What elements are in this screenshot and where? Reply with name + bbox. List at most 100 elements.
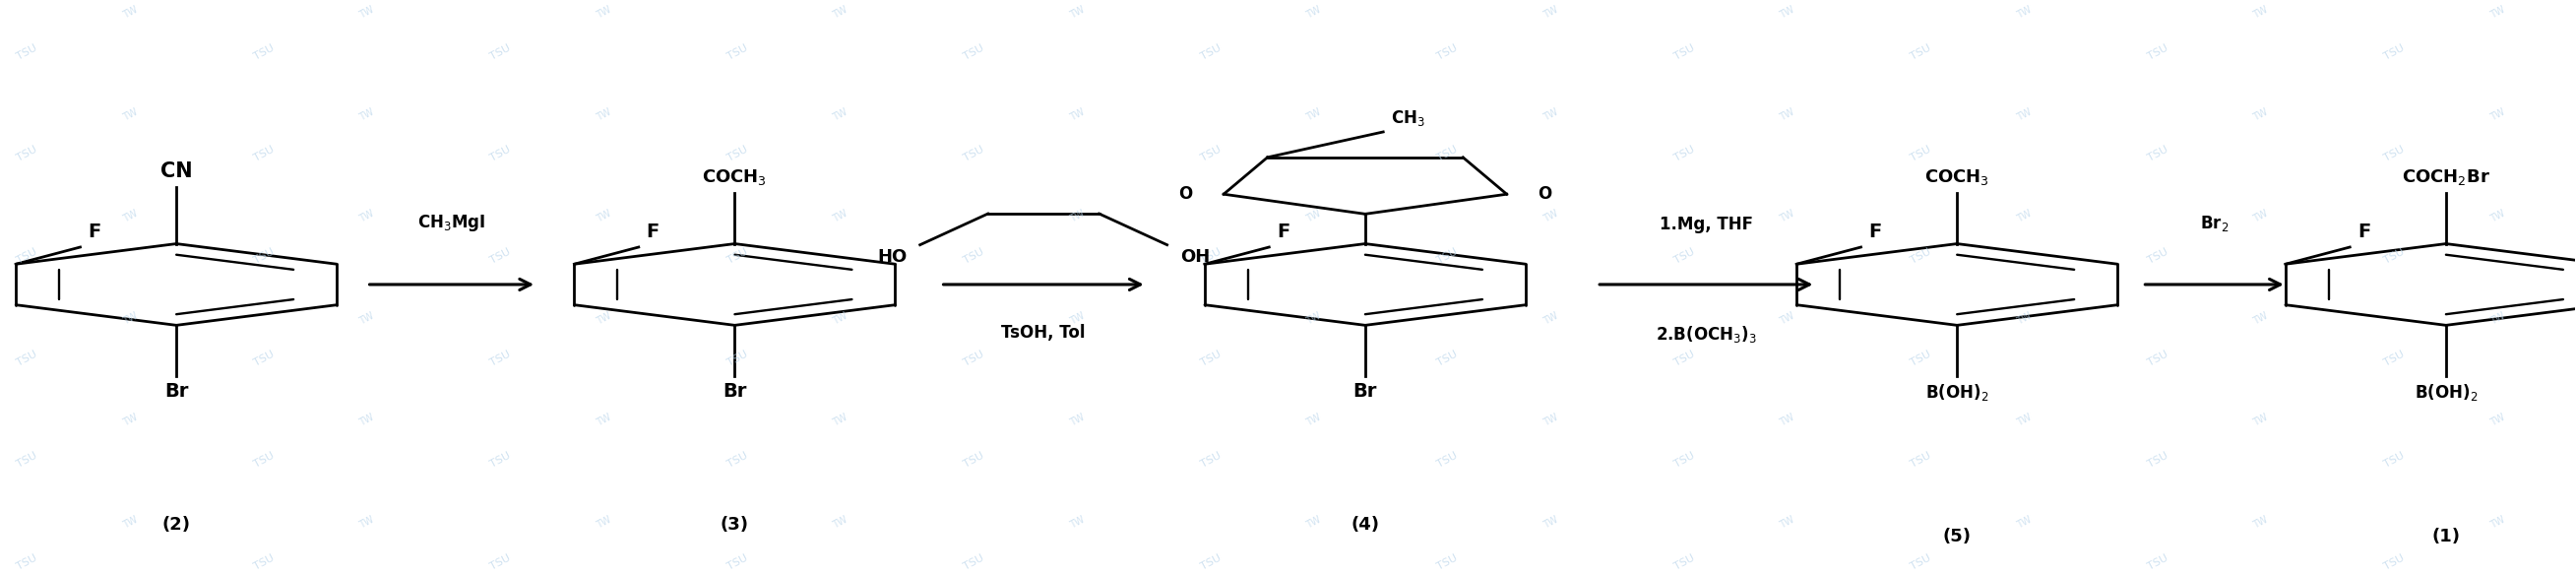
Text: TSU: TSU (15, 145, 39, 164)
Text: TSU: TSU (15, 247, 39, 266)
Text: TW: TW (2251, 413, 2269, 428)
Text: F: F (2357, 223, 2370, 242)
Text: TSU: TSU (2383, 553, 2406, 571)
Text: TSU: TSU (1435, 145, 1461, 164)
Text: TW: TW (1777, 5, 1795, 21)
Text: TSU: TSU (963, 348, 987, 367)
Text: TW: TW (358, 208, 376, 224)
Text: TW: TW (358, 5, 376, 21)
Text: TW: TW (595, 514, 613, 530)
Text: TSU: TSU (1909, 145, 1932, 164)
Text: TW: TW (1303, 208, 1324, 224)
Text: TSU: TSU (1909, 553, 1932, 571)
Text: TsOH, Tol: TsOH, Tol (1002, 324, 1084, 342)
Text: Br: Br (1352, 382, 1378, 401)
Text: TW: TW (595, 311, 613, 327)
Text: TW: TW (832, 514, 850, 530)
Text: TW: TW (2488, 5, 2506, 21)
Text: TSU: TSU (252, 43, 276, 62)
Text: TSU: TSU (252, 348, 276, 367)
Text: TSU: TSU (1198, 348, 1224, 367)
Text: HO: HO (878, 248, 907, 265)
Text: TW: TW (595, 413, 613, 428)
Text: TW: TW (832, 5, 850, 21)
Text: TW: TW (358, 311, 376, 327)
Text: (2): (2) (162, 516, 191, 534)
Text: TW: TW (2014, 514, 2032, 530)
Text: TSU: TSU (2383, 247, 2406, 266)
Text: TSU: TSU (726, 553, 750, 571)
Text: 1.Mg, THF: 1.Mg, THF (1659, 216, 1752, 234)
Text: TW: TW (1303, 413, 1324, 428)
Text: CH$_3$: CH$_3$ (1391, 108, 1425, 128)
Text: TSU: TSU (1909, 348, 1932, 367)
Text: (4): (4) (1350, 516, 1381, 534)
Text: TSU: TSU (1435, 451, 1461, 470)
Text: F: F (647, 223, 659, 242)
Text: TSU: TSU (963, 145, 987, 164)
Text: TSU: TSU (2146, 553, 2169, 571)
Text: Br: Br (165, 382, 188, 401)
Text: TSU: TSU (1435, 553, 1461, 571)
Text: TW: TW (1777, 311, 1795, 327)
Text: TW: TW (832, 208, 850, 224)
Text: TSU: TSU (252, 247, 276, 266)
Text: TW: TW (1777, 107, 1795, 122)
Text: TSU: TSU (963, 451, 987, 470)
Text: TW: TW (1777, 413, 1795, 428)
Text: TSU: TSU (1435, 247, 1461, 266)
Text: TW: TW (832, 107, 850, 122)
Text: TSU: TSU (15, 553, 39, 571)
Text: TSU: TSU (1198, 451, 1224, 470)
Text: COCH$_3$: COCH$_3$ (1924, 168, 1989, 187)
Text: Br$_2$: Br$_2$ (2200, 214, 2228, 234)
Text: TSU: TSU (726, 451, 750, 470)
Text: TW: TW (1069, 5, 1087, 21)
Text: TW: TW (2014, 107, 2032, 122)
Text: F: F (1278, 223, 1291, 242)
Text: TW: TW (1303, 5, 1324, 21)
Text: TSU: TSU (1435, 348, 1461, 367)
Text: TSU: TSU (489, 145, 513, 164)
Text: TSU: TSU (489, 348, 513, 367)
Text: TW: TW (2488, 311, 2506, 327)
Text: TW: TW (832, 413, 850, 428)
Text: TSU: TSU (726, 43, 750, 62)
Text: TW: TW (2488, 107, 2506, 122)
Text: TW: TW (358, 413, 376, 428)
Text: TW: TW (2251, 208, 2269, 224)
Text: COCH$_2$Br: COCH$_2$Br (2401, 168, 2491, 187)
Text: TW: TW (1303, 107, 1324, 122)
Text: TW: TW (2488, 413, 2506, 428)
Text: TSU: TSU (15, 451, 39, 470)
Text: TSU: TSU (726, 348, 750, 367)
Text: TSU: TSU (1435, 43, 1461, 62)
Text: TW: TW (121, 107, 139, 122)
Text: TW: TW (2251, 311, 2269, 327)
Text: F: F (88, 223, 100, 242)
Text: TW: TW (595, 208, 613, 224)
Text: TW: TW (1303, 514, 1324, 530)
Text: TSU: TSU (489, 553, 513, 571)
Text: TW: TW (358, 107, 376, 122)
Text: TW: TW (1540, 514, 1558, 530)
Text: TW: TW (1540, 107, 1558, 122)
Text: TSU: TSU (726, 247, 750, 266)
Text: TSU: TSU (1672, 145, 1695, 164)
Text: TW: TW (595, 107, 613, 122)
Text: TSU: TSU (15, 348, 39, 367)
Text: TW: TW (1540, 311, 1558, 327)
Text: TW: TW (1777, 514, 1795, 530)
Text: TW: TW (121, 311, 139, 327)
Text: TSU: TSU (1198, 247, 1224, 266)
Text: TW: TW (1069, 208, 1087, 224)
Text: TSU: TSU (2383, 451, 2406, 470)
Text: CH$_3$MgI: CH$_3$MgI (417, 213, 487, 234)
Text: F: F (1868, 223, 1880, 242)
Text: TW: TW (2014, 311, 2032, 327)
Text: TW: TW (1069, 413, 1087, 428)
Text: TSU: TSU (2146, 451, 2169, 470)
Text: TSU: TSU (963, 553, 987, 571)
Text: TW: TW (2251, 107, 2269, 122)
Text: TSU: TSU (252, 553, 276, 571)
